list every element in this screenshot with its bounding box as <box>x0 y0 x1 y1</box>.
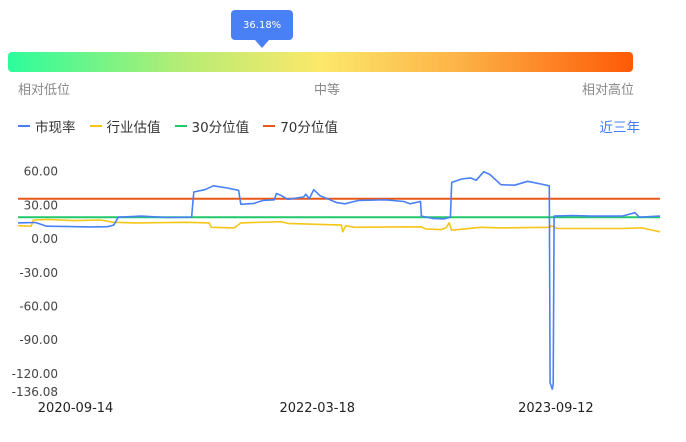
series-line-industry <box>17 218 661 233</box>
y-tick-label: -120.00 <box>12 367 58 381</box>
range-selector-3y[interactable]: 近三年 <box>599 120 641 136</box>
valuation-line-chart: 60.00 30.00 0.00 -30.00 -60.00 -90.00 -120.00 -… <box>12 165 661 416</box>
legend-label-p70: 70分位值 <box>280 120 338 136</box>
chart-legend: 市现率 行业估值 30分位值 70分位值 <box>18 116 338 136</box>
y-tick-label: 30.00 <box>24 198 58 212</box>
x-tick-label: 2023-09-12 <box>518 401 594 416</box>
legend-swatch-p70 <box>263 125 276 127</box>
legend-label-pcf: 市现率 <box>35 120 76 136</box>
legend-label-industry: 行业估值 <box>106 120 161 136</box>
legend-swatch-p30 <box>174 125 187 127</box>
legend-item-p30[interactable]: 30分位值 <box>174 116 250 136</box>
y-tick-label: -90.00 <box>19 333 58 347</box>
x-tick-label: 2020-09-14 <box>38 401 114 416</box>
legend-swatch-industry <box>89 125 102 127</box>
percentile-tooltip: 36.18% <box>231 10 294 48</box>
percentile-gauge: 36.18% <box>8 10 633 72</box>
gauge-gradient-bar <box>8 52 633 72</box>
gauge-mid-label: 中等 <box>314 83 341 98</box>
y-tick-label: -136.08 <box>12 385 58 399</box>
legend-label-p30: 30分位值 <box>191 120 250 136</box>
legend-item-industry[interactable]: 行业估值 <box>89 116 161 136</box>
x-tick-label: 2022-03-18 <box>279 401 355 416</box>
y-tick-label: 0.00 <box>31 232 58 246</box>
series-line-pcf <box>17 170 661 390</box>
legend-swatch-pcf <box>18 125 30 127</box>
legend-item-pcf[interactable]: 市现率 <box>18 116 76 136</box>
y-tick-label: -60.00 <box>19 300 58 314</box>
y-tick-label: 60.00 <box>24 165 58 179</box>
gauge-low-label: 相对低位 <box>18 83 71 98</box>
gauge-high-label: 相对高位 <box>582 83 635 98</box>
y-tick-label: -30.00 <box>19 266 58 280</box>
legend-item-p70[interactable]: 70分位值 <box>263 116 338 136</box>
